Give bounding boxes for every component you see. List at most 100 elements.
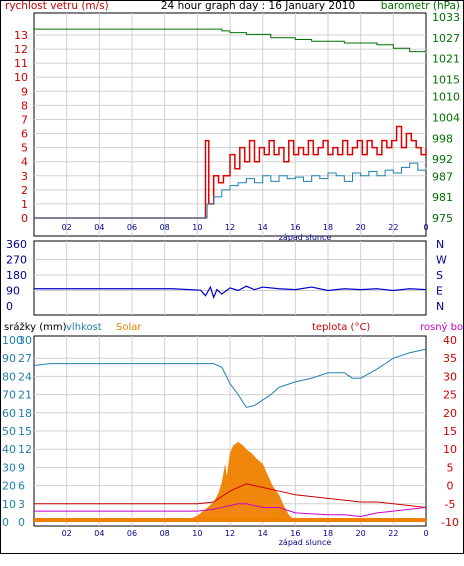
series-line-rychlost-nárazu	[34, 125, 427, 219]
x-tick-label: 14	[258, 529, 268, 538]
compass-label: N	[436, 238, 444, 251]
y-tick-label-left: 0	[21, 212, 28, 225]
x-tick-label: 08	[160, 529, 170, 538]
series-area-precip-base	[34, 518, 426, 522]
y-tick-label-right: 998	[432, 132, 453, 145]
y-tick-label-right: 1004	[432, 112, 460, 125]
y-tick-label: 0	[6, 300, 13, 313]
y-tick-label-secondary: 30	[18, 334, 32, 347]
series-line-teplota	[34, 483, 427, 508]
legend-precip: srážky (mm)	[4, 321, 67, 333]
y-tick-label-secondary: 0	[18, 516, 25, 529]
y-tick-label-right: 981	[432, 191, 453, 204]
y-tick-label-humidity: 60	[2, 407, 16, 420]
x-tick-label: 22	[388, 529, 398, 538]
series-wind-direction	[34, 285, 427, 300]
y-tick-label-right: 20	[443, 407, 457, 420]
y-tick-label-humidity: 40	[2, 443, 16, 456]
y-tick-label-left: 4	[21, 156, 28, 169]
x-tick-label: 18	[323, 223, 333, 232]
legend-dewpoint: rosný bod	[420, 321, 464, 333]
x-tick-label: 04	[94, 223, 104, 232]
y-tick-label-right: 40	[443, 334, 457, 347]
y-tick-label-left: 12	[14, 43, 28, 56]
y-tick-label-secondary: 3	[18, 498, 25, 511]
y-tick-label-left: 5	[21, 142, 28, 155]
y-tick-label-humidity: 100	[2, 334, 23, 347]
y-tick-label-right: 30	[443, 370, 457, 383]
x-tick-label: 10	[192, 223, 202, 232]
series-line-rychlost-vetru	[34, 162, 427, 219]
y-tick-label: 90	[6, 285, 20, 298]
y-tick-label-humidity: 30	[2, 461, 16, 474]
legend-temperature: teplota (°C)	[312, 322, 370, 333]
y-tick-label-right: -5	[445, 498, 456, 511]
y-tick-label-humidity: 20	[2, 480, 16, 493]
series-line-barometr	[34, 28, 427, 54]
y-tick-label-left: 2	[21, 184, 28, 197]
y-tick-label-right: 10	[443, 443, 457, 456]
y-tick-label-humidity: 50	[2, 425, 16, 438]
y-tick-label-right: 987	[432, 170, 453, 183]
y-tick-label: 270	[6, 254, 27, 267]
compass-label: W	[436, 254, 447, 267]
y-tick-label-right: 5	[447, 461, 454, 474]
y-tick-label-right: 992	[432, 153, 453, 166]
y-tick-label-secondary: 27	[18, 352, 32, 365]
y-tick-label-right: 1015	[432, 73, 460, 86]
y-tick-label-right: 15	[443, 425, 457, 438]
x-tick-label: 06	[127, 223, 137, 232]
y-tick-label-left: 3	[21, 170, 28, 183]
y-tick-label-right: 35	[443, 352, 457, 365]
y-tick-label-secondary: 15	[18, 425, 32, 438]
y-tick-label-humidity: 0	[2, 516, 9, 529]
y-tick-label-humidity: 90	[2, 352, 16, 365]
x-tick-label: 18	[323, 529, 333, 538]
x-tick-label: 06	[127, 529, 137, 538]
y-tick-label-secondary: 18	[18, 407, 32, 420]
y-tick-label-left: 7	[21, 113, 28, 126]
series-line-rosný-bod	[34, 503, 427, 518]
compass-label: E	[436, 285, 443, 298]
x-tick-label: 20	[356, 223, 366, 232]
x-tick-label: 12	[225, 529, 235, 538]
y-tick-label-left: 8	[21, 99, 28, 112]
series-line-vlhkost	[33, 348, 427, 408]
x-tick-label: 22	[388, 223, 398, 232]
y-tick-label: 360	[6, 238, 27, 251]
x-tick-label: 0	[423, 223, 428, 232]
chart1-right-axis-label: barometr (hPa)	[381, 0, 460, 12]
x-tick-label: 12	[225, 223, 235, 232]
y-tick-label: 180	[6, 269, 27, 282]
compass-label: S	[436, 269, 443, 282]
series-area-solar	[34, 441, 426, 522]
y-tick-label-left: 9	[21, 85, 28, 98]
y-tick-label-left: 11	[14, 57, 28, 70]
y-tick-label-right: 1010	[432, 91, 460, 104]
y-tick-label-secondary: 9	[18, 461, 25, 474]
x-tick-label: 04	[94, 529, 104, 538]
x-tick-label: 02	[62, 529, 72, 538]
y-tick-label-humidity: 80	[2, 370, 16, 383]
chart1-title: 24 hour graph day : 16 January 2010	[161, 0, 355, 12]
y-tick-label-right: -10	[441, 516, 459, 529]
x-tick-label: 08	[160, 223, 170, 232]
y-tick-label-left: 10	[14, 71, 28, 84]
y-tick-label-left: 1	[21, 198, 28, 211]
y-tick-label-right: 1027	[432, 32, 460, 45]
y-tick-label-right: 975	[432, 212, 453, 225]
y-tick-label-left: 13	[14, 29, 28, 42]
y-tick-label-right: 1033	[432, 11, 460, 24]
x-tick-label: 20	[356, 529, 366, 538]
legend-solar: Solar	[116, 322, 142, 333]
x-tick-label: 16	[290, 529, 300, 538]
x-tick-label: 14	[258, 223, 268, 232]
y-tick-label-secondary: 6	[18, 480, 25, 493]
y-tick-label-right: 1021	[432, 53, 460, 66]
chart3-x-caption: západ slunce	[279, 538, 332, 547]
y-tick-label-right: 25	[443, 389, 457, 402]
y-tick-label-humidity: 10	[2, 498, 16, 511]
x-tick-label: 0	[423, 529, 428, 538]
